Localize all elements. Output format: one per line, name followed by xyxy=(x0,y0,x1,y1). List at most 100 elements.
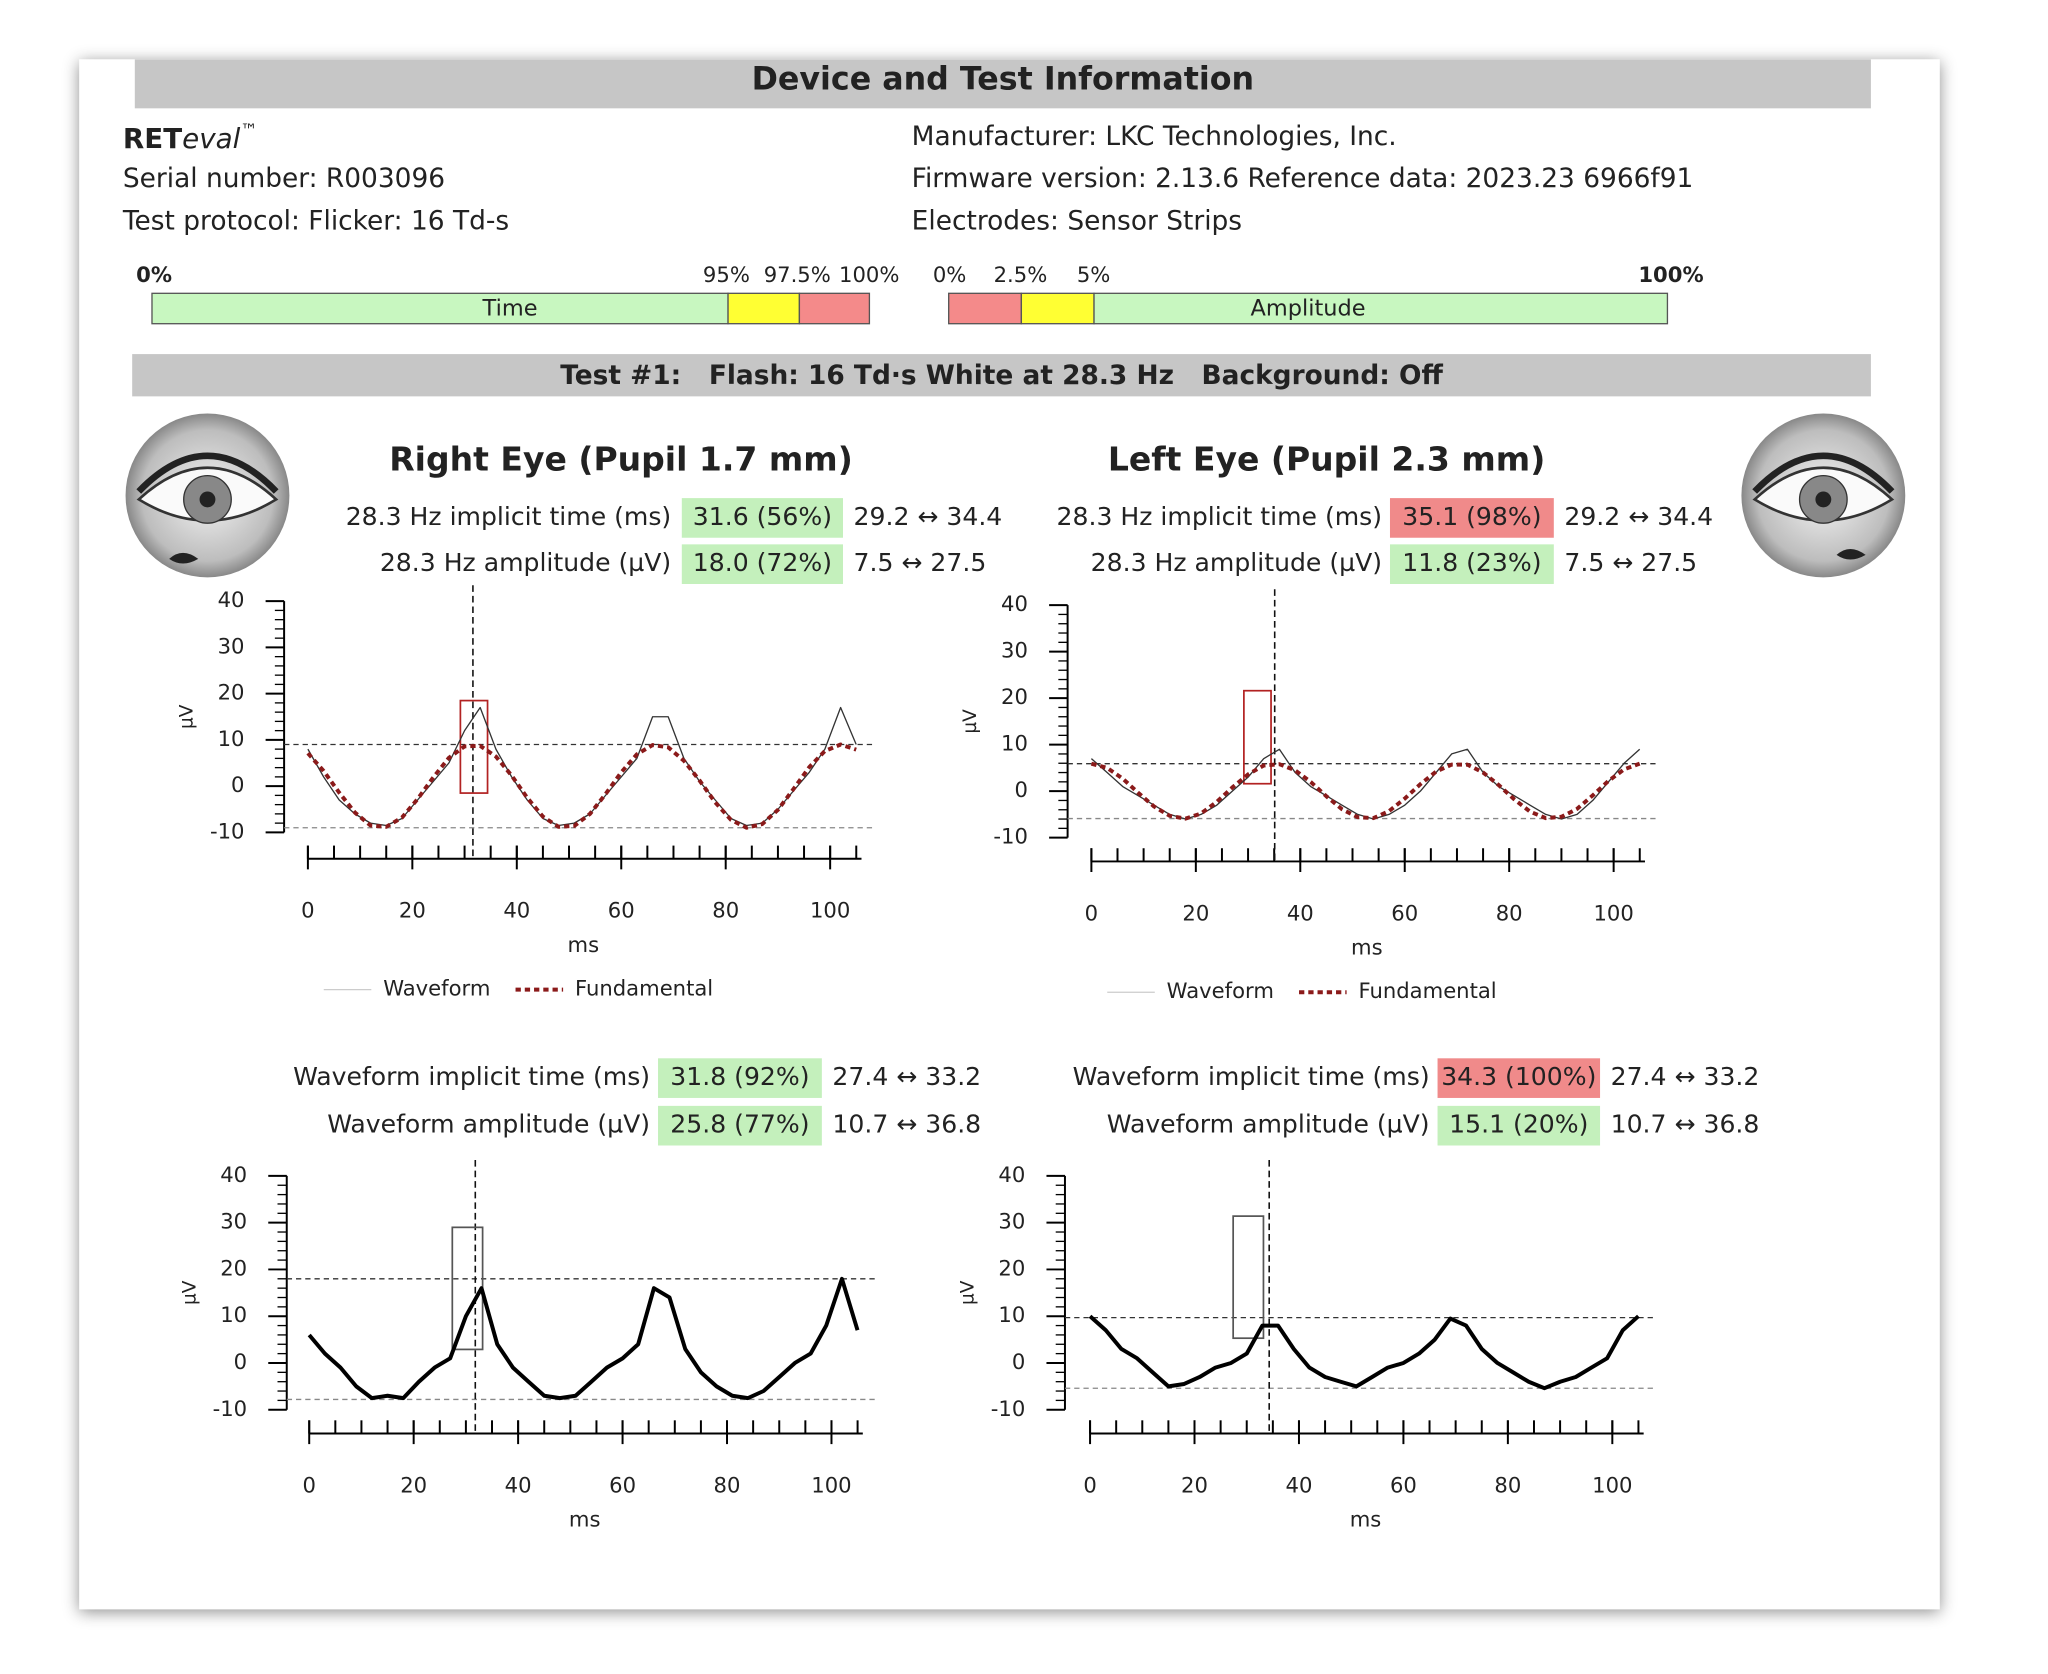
series-line xyxy=(307,1276,860,1401)
x-tick-label: 100 xyxy=(811,1472,851,1497)
y-tick-label: 40 xyxy=(218,587,245,612)
chart: -10 0 10 20 30 40 µV 0 20 40 60 80 100 ms xyxy=(958,1160,1657,1532)
x-tick-label: 100 xyxy=(1592,1472,1632,1497)
x-axis-label: ms xyxy=(1350,1507,1382,1532)
y-tick-label: 30 xyxy=(220,1209,247,1234)
device-name: RETeval™ xyxy=(123,121,258,155)
scale-label: 100% xyxy=(839,262,899,287)
electrodes: Electrodes: Sensor Strips xyxy=(912,205,1242,236)
series-line xyxy=(306,742,857,830)
x-tick-label: 0 xyxy=(1083,1472,1096,1497)
x-tick-label: 60 xyxy=(609,1472,636,1497)
x-tick-label: 80 xyxy=(1494,1472,1521,1497)
x-tick-label: 100 xyxy=(1593,900,1633,925)
measure-box xyxy=(1389,544,1554,584)
x-tick-label: 60 xyxy=(1390,1472,1417,1497)
header-bar xyxy=(134,59,1871,109)
chart: -10 0 10 20 30 40 µV 0 20 40 60 80 100 ms Waveform Fund… xyxy=(177,585,875,1001)
x-tick-label: 20 xyxy=(1182,900,1209,925)
chart: -10 0 10 20 30 40 µV 0 20 40 60 80 100 ms xyxy=(179,1160,877,1532)
measure-range: 7.5 ↔ 27.5 xyxy=(1564,548,1697,577)
eye-photo xyxy=(125,413,290,578)
amplitude-scale: Amplitude 0% 2.5% 5% 100% xyxy=(933,262,1704,325)
x-axis-label: ms xyxy=(568,932,600,957)
measure-box xyxy=(681,544,843,584)
y-tick-label: 40 xyxy=(998,1162,1025,1187)
measure-value: 11.8 (23%) xyxy=(1402,548,1541,577)
x-tick-label: 60 xyxy=(608,898,635,923)
measure-range: 10.7 ↔ 36.8 xyxy=(832,1110,981,1139)
manufacturer: Manufacturer: LKC Technologies, Inc. xyxy=(912,121,1397,152)
y-tick-label: -10 xyxy=(991,1396,1026,1421)
measure-label: Waveform implicit time (ms) xyxy=(293,1062,650,1091)
normal-range-box xyxy=(1243,689,1272,785)
test-title: Test #1: Flash: 16 Td·s White at 28.3 Hz… xyxy=(560,360,1443,391)
measure-range: 7.5 ↔ 27.5 xyxy=(854,548,987,577)
scale-green xyxy=(1093,292,1669,325)
y-tick-label: 20 xyxy=(220,1255,247,1280)
y-tick-label: 30 xyxy=(998,1209,1025,1234)
scale-red xyxy=(798,292,871,325)
measure-range: 27.4 ↔ 33.2 xyxy=(1611,1062,1760,1091)
y-tick-label: -10 xyxy=(993,824,1028,849)
measure-value: 31.6 (56%) xyxy=(693,502,832,531)
x-tick-label: 80 xyxy=(1496,900,1523,925)
test-protocol: Test protocol: Flicker: 16 Td-s xyxy=(122,205,509,236)
firmware: Firmware version: 2.13.6 Reference data:… xyxy=(912,163,1694,194)
legend-label: Waveform xyxy=(383,976,490,1001)
measure-range: 10.7 ↔ 36.8 xyxy=(1611,1110,1760,1139)
y-axis-label: µV xyxy=(179,1280,200,1305)
y-tick-label: 0 xyxy=(1015,777,1028,802)
measure-label: 28.3 Hz implicit time (ms) xyxy=(1057,502,1383,531)
measure-value: 35.1 (98%) xyxy=(1402,502,1541,531)
y-tick-label: 30 xyxy=(218,633,245,658)
x-tick-label: 20 xyxy=(400,1472,427,1497)
measure-box xyxy=(1389,498,1554,538)
x-tick-label: 40 xyxy=(1287,900,1314,925)
y-tick-label: 30 xyxy=(1001,638,1028,663)
x-tick-label: 40 xyxy=(1286,1472,1313,1497)
chart: -10 0 10 20 30 40 µV 0 20 40 60 80 100 ms Waveform Fund… xyxy=(960,589,1659,1003)
y-tick-label: 40 xyxy=(220,1162,247,1187)
x-axis-label: ms xyxy=(1351,935,1383,960)
scale-yellow xyxy=(727,292,801,325)
scale-label: 5% xyxy=(1077,262,1111,287)
scale-name: Amplitude xyxy=(1251,296,1366,322)
x-tick-label: 0 xyxy=(301,898,314,923)
legend-label: Fundamental xyxy=(1358,978,1496,1003)
normal-range-box xyxy=(459,699,489,794)
series-line xyxy=(1090,761,1641,821)
measure-value: 34.3 (100%) xyxy=(1441,1062,1596,1091)
x-tick-label: 40 xyxy=(505,1472,532,1497)
measure-label: 28.3 Hz implicit time (ms) xyxy=(346,502,672,531)
y-tick-label: 10 xyxy=(218,726,245,751)
y-tick-label: 20 xyxy=(1001,684,1028,709)
device-name-bold: RET xyxy=(123,122,182,155)
y-tick-label: 0 xyxy=(231,772,244,797)
scale-label: 0% xyxy=(136,262,172,287)
y-tick-label: 0 xyxy=(234,1349,247,1374)
scale-red xyxy=(948,292,1023,325)
y-tick-label: 10 xyxy=(220,1302,247,1327)
eye-photo xyxy=(1741,413,1906,578)
x-tick-label: 100 xyxy=(810,898,850,923)
scale-green xyxy=(151,292,729,325)
serial-number: Serial number: R003096 xyxy=(123,163,445,194)
eye-title: Left Eye (Pupil 2.3 mm) xyxy=(1108,440,1545,479)
y-tick-label: 10 xyxy=(1001,731,1028,756)
scale-label: 97.5% xyxy=(764,262,831,287)
measure-box xyxy=(1437,1105,1601,1146)
y-tick-label: 0 xyxy=(1012,1349,1025,1374)
scale-yellow xyxy=(1020,292,1095,325)
legend-label: Waveform xyxy=(1167,978,1274,1003)
measure-value: 18.0 (72%) xyxy=(693,548,832,577)
measure-range: 29.2 ↔ 34.4 xyxy=(1564,502,1713,531)
measure-value: 25.8 (77%) xyxy=(670,1110,809,1139)
x-tick-label: 80 xyxy=(714,1472,741,1497)
measure-box xyxy=(658,1058,822,1098)
scale-label: 100% xyxy=(1638,262,1703,287)
test-bar xyxy=(132,354,1871,397)
measure-label: 28.3 Hz amplitude (µV) xyxy=(1091,548,1382,577)
measure-value: 31.8 (92%) xyxy=(670,1062,809,1091)
measure-range: 27.4 ↔ 33.2 xyxy=(832,1062,981,1091)
